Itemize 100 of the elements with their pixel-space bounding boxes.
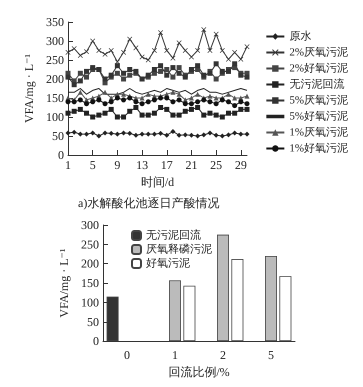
point	[238, 56, 244, 62]
point	[226, 132, 231, 138]
point	[90, 38, 96, 44]
y-tick-label: 50	[52, 129, 64, 143]
y-axis-title: VFA/mg · L⁻¹	[22, 54, 36, 124]
point	[133, 99, 138, 104]
point	[140, 54, 145, 60]
point	[207, 94, 212, 99]
point	[78, 106, 83, 112]
legend-label: 好氧污泥	[146, 258, 190, 270]
point	[127, 67, 132, 72]
point	[66, 130, 70, 136]
point	[66, 99, 70, 104]
point	[195, 99, 200, 104]
point	[207, 110, 212, 116]
point	[220, 48, 225, 53]
point	[195, 63, 200, 68]
point	[238, 132, 244, 137]
x-tick-label: 5	[268, 348, 274, 362]
point	[232, 96, 238, 100]
bar	[279, 276, 292, 342]
point	[214, 96, 219, 100]
x-tick-label: 25	[210, 158, 222, 172]
point	[176, 132, 182, 138]
point	[72, 130, 77, 135]
point	[244, 94, 250, 99]
point	[84, 49, 90, 54]
point	[158, 68, 164, 74]
legend-label: 1%好氧污泥	[289, 142, 348, 154]
point	[232, 130, 238, 136]
y-tick-label: 300	[81, 218, 99, 232]
point	[121, 76, 126, 82]
point	[176, 40, 182, 46]
y-tick-label: 300	[46, 34, 64, 48]
point	[188, 54, 194, 60]
y-tick-label: 0	[58, 148, 64, 162]
point	[96, 48, 102, 53]
point	[127, 130, 132, 136]
x-tick-label: 0	[124, 348, 130, 362]
point	[201, 132, 206, 138]
bar	[183, 286, 196, 342]
x-axis-title: 时间/d	[140, 174, 174, 189]
point	[170, 65, 176, 70]
point	[102, 130, 108, 136]
point	[72, 108, 77, 114]
point	[170, 90, 176, 95]
point	[133, 45, 138, 50]
point	[226, 56, 231, 62]
point	[244, 44, 250, 50]
point	[188, 101, 194, 106]
legend-label: 原水	[289, 30, 312, 42]
x-axis-title: 回流比例/%	[168, 365, 230, 379]
legend-label: 1%厌氧污泥	[289, 126, 348, 138]
point	[133, 105, 138, 110]
x-tick-label: 17	[160, 158, 173, 172]
point	[108, 106, 114, 112]
point	[127, 36, 132, 42]
legend-label: 无污泥回流	[146, 228, 201, 242]
point	[84, 132, 90, 137]
point	[146, 92, 151, 97]
point	[164, 132, 170, 138]
point	[90, 114, 96, 120]
legend-label: 5%好氧污泥	[289, 110, 348, 122]
point	[195, 105, 200, 110]
point	[84, 110, 90, 116]
point	[102, 110, 108, 116]
point	[72, 46, 77, 52]
point	[164, 96, 170, 100]
point	[140, 96, 145, 100]
point	[84, 101, 90, 106]
point	[121, 92, 126, 97]
point	[214, 76, 219, 82]
x-tick-label: 1	[65, 158, 71, 172]
point	[214, 112, 219, 118]
point	[121, 97, 126, 102]
bar	[231, 259, 244, 342]
point	[146, 99, 151, 104]
point	[232, 110, 238, 116]
point	[78, 78, 83, 84]
point	[96, 112, 102, 118]
x-tick-label: 5	[90, 158, 96, 172]
point	[164, 106, 170, 112]
y-tick-label: 0	[93, 334, 99, 348]
point	[121, 50, 126, 55]
point	[127, 72, 132, 78]
point	[207, 130, 212, 136]
point	[238, 99, 244, 104]
y-tick-label: 150	[81, 276, 99, 290]
point	[108, 99, 114, 104]
point	[226, 99, 231, 104]
point	[176, 97, 182, 102]
point	[114, 132, 120, 137]
bar	[217, 234, 229, 342]
point	[188, 96, 194, 100]
point	[114, 114, 120, 120]
point	[140, 101, 145, 106]
point	[207, 99, 212, 104]
point	[214, 32, 219, 37]
point	[78, 52, 83, 58]
point	[170, 112, 176, 118]
